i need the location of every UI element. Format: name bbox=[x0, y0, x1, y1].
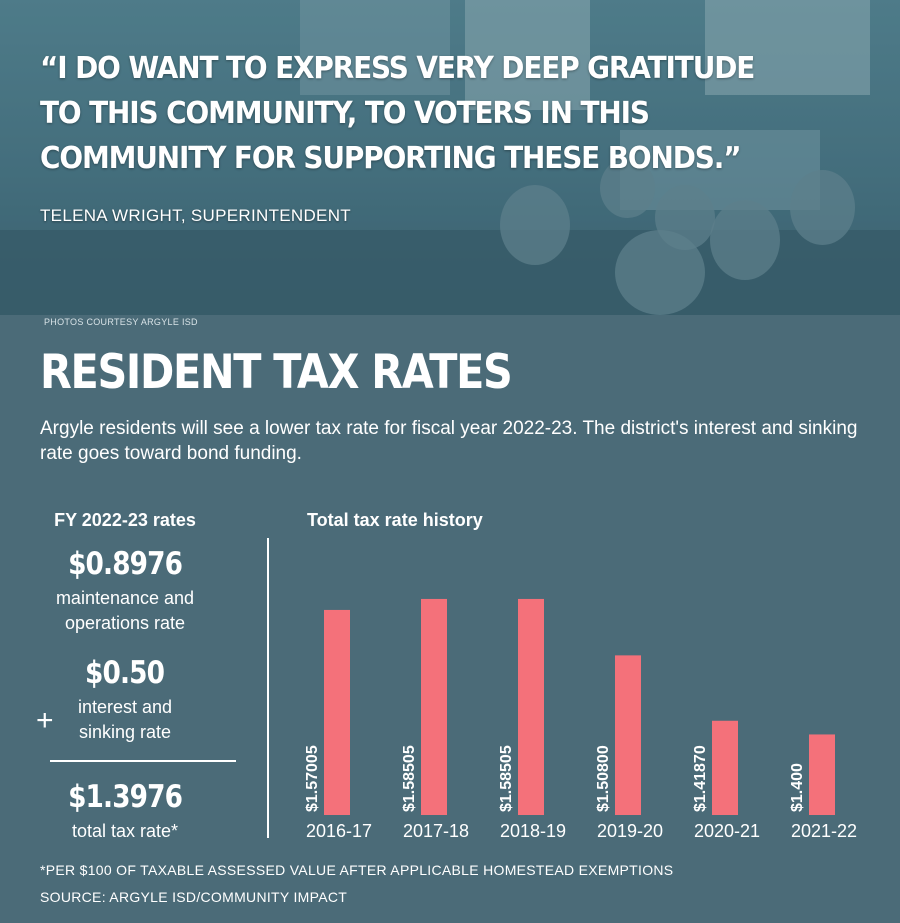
category-label-2019-20: 2019-20 bbox=[597, 821, 663, 841]
bar-2018-19 bbox=[518, 598, 544, 815]
mo-rate-label-1: maintenance and bbox=[55, 588, 195, 608]
pull-quote: “I DO WANT TO EXPRESS VERY DEEP GRATITUD… bbox=[40, 51, 755, 176]
intro-text: Argyle residents will see a lower tax ra… bbox=[40, 418, 858, 464]
chart-title: Total tax rate history bbox=[307, 510, 483, 530]
bar-2020-21 bbox=[712, 720, 738, 815]
data-label-2017-18: $1.58505 bbox=[401, 745, 418, 812]
category-label-2016-17: 2016-17 bbox=[306, 821, 372, 841]
rates-heading: FY 2022-23 rates bbox=[54, 510, 196, 530]
source-note: SOURCE: ARGYLE ISD/COMMUNITY IMPACT bbox=[40, 889, 348, 905]
column-divider bbox=[267, 538, 269, 838]
footnote: *PER $100 OF TAXABLE ASSESSED VALUE AFTE… bbox=[40, 862, 674, 878]
data-label-2021-22: $1.400 bbox=[789, 763, 806, 812]
is-rate-label-1: interest and bbox=[77, 697, 173, 717]
data-label-2018-19: $1.58505 bbox=[498, 745, 515, 812]
data-label-2019-20: $1.50800 bbox=[595, 745, 612, 812]
quote-attribution: TELENA WRIGHT, SUPERINTENDENT bbox=[40, 206, 351, 225]
sum-line bbox=[50, 760, 236, 762]
plus-sign: + bbox=[36, 704, 54, 737]
mo-rate-label-2: operations rate bbox=[64, 613, 186, 633]
category-label-2020-21: 2020-21 bbox=[694, 821, 760, 841]
tax-rate-history-chart: $1.57005 2016-17 $1.58505 2017-18 $1.58505 20… bbox=[304, 598, 857, 841]
bar-2017-18 bbox=[421, 598, 447, 815]
total-rate-value: $1.3976 bbox=[67, 779, 183, 815]
data-label-2020-21: $1.41870 bbox=[692, 745, 709, 812]
bar-2016-17 bbox=[324, 609, 350, 815]
is-rate-value: $0.50 bbox=[85, 655, 165, 691]
category-label-2017-18: 2017-18 bbox=[403, 821, 469, 841]
is-rate-label-2: sinking rate bbox=[78, 722, 172, 742]
photo-credit: PHOTOS COURTESY ARGYLE ISD bbox=[44, 317, 198, 327]
bar-2021-22 bbox=[809, 734, 835, 815]
classroom-photo bbox=[0, 0, 900, 315]
mo-rate-value: $0.8976 bbox=[67, 546, 183, 582]
bar-2019-20 bbox=[615, 655, 641, 815]
total-rate-label: total tax rate* bbox=[71, 821, 179, 841]
section-title: RESIDENT TAX RATES bbox=[40, 345, 513, 400]
category-label-2018-19: 2018-19 bbox=[500, 821, 566, 841]
category-label-2021-22: 2021-22 bbox=[791, 821, 857, 841]
data-label-2016-17: $1.57005 bbox=[304, 745, 321, 812]
